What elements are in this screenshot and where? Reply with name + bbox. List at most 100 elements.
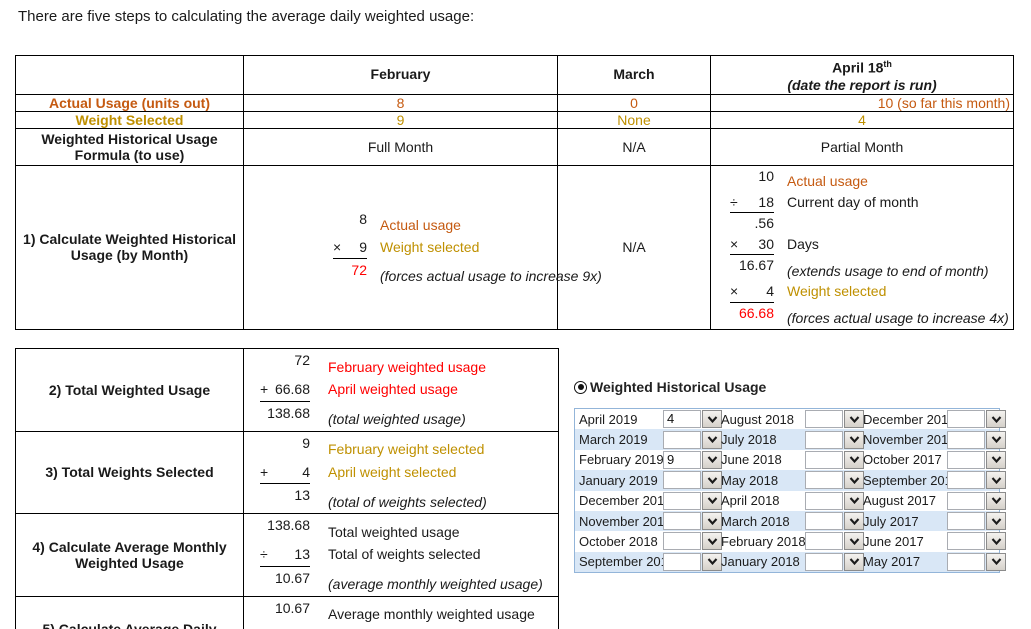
weight-dropdown-button[interactable] bbox=[702, 410, 722, 429]
weight-value-cell[interactable] bbox=[805, 450, 843, 469]
weight-dropdown-button[interactable] bbox=[986, 532, 1006, 551]
formula-number: .56 bbox=[730, 213, 774, 234]
month-cell: December 2017 bbox=[863, 411, 947, 427]
weight-dropdown-button[interactable] bbox=[702, 450, 722, 469]
formula-number: 10.67 bbox=[260, 597, 310, 620]
formula-line: 72 February weighted usage bbox=[260, 349, 555, 378]
chevron-down-icon bbox=[849, 497, 859, 505]
weight-dropdown-button[interactable] bbox=[844, 471, 864, 490]
weight-value-cell[interactable] bbox=[947, 512, 985, 531]
weight-dropdown-button[interactable] bbox=[986, 512, 1006, 531]
month-weight-group: October 2017 bbox=[859, 450, 1006, 470]
weight-dropdown-button[interactable] bbox=[702, 552, 722, 571]
weight-dropdown-button[interactable] bbox=[844, 450, 864, 469]
weight-value-cell[interactable] bbox=[947, 532, 985, 551]
weight-value-cell[interactable] bbox=[663, 491, 701, 510]
formula-number: +66.68 bbox=[260, 378, 310, 402]
month-weight-group: March 2019 bbox=[575, 429, 722, 449]
weight-dropdown-button[interactable] bbox=[844, 532, 864, 551]
weight-value-cell[interactable] bbox=[947, 491, 985, 510]
weight-value-cell[interactable] bbox=[663, 430, 701, 449]
formula-april: Partial Month bbox=[710, 127, 1014, 166]
weight-value-cell[interactable] bbox=[947, 471, 985, 490]
month-cell: February 2019 bbox=[579, 452, 663, 468]
step1-february-cell: 8 Actual usage × 9 Weight selected 72 (forces … bbox=[243, 164, 602, 330]
formula-line: 66.68 (forces actual usage to increase 4x… bbox=[730, 303, 1010, 329]
weight-dropdown-button[interactable] bbox=[844, 430, 864, 449]
weight-dropdown-button[interactable] bbox=[702, 512, 722, 531]
weight-value-cell[interactable] bbox=[805, 410, 843, 429]
chevron-down-icon bbox=[707, 436, 717, 444]
weight-value-cell[interactable] bbox=[663, 512, 701, 531]
weight-value-cell[interactable] bbox=[805, 512, 843, 531]
weight-value-cell[interactable] bbox=[805, 430, 843, 449]
weight-value-cell[interactable] bbox=[663, 532, 701, 551]
formula-value: 4 bbox=[302, 463, 310, 480]
weight-dropdown-button[interactable] bbox=[986, 471, 1006, 490]
formula-block: 138.68 Total weighted usage ÷ 13 Total of we… bbox=[247, 514, 555, 596]
formula-label: (total weighted usage) bbox=[328, 411, 466, 427]
formula-line: 16.67 (extends usage to end of month) bbox=[730, 255, 1010, 281]
chevron-down-icon bbox=[991, 436, 1001, 444]
weight-value-cell[interactable] bbox=[805, 532, 843, 551]
weight-dropdown-button[interactable] bbox=[702, 532, 722, 551]
weight-value-cell[interactable] bbox=[663, 471, 701, 490]
chevron-down-icon bbox=[849, 415, 859, 423]
formula-label: (extends usage to end of month) bbox=[787, 262, 989, 279]
chevron-down-icon bbox=[991, 477, 1001, 484]
weight-dropdown-button[interactable] bbox=[844, 410, 864, 429]
weight-dropdown-button[interactable] bbox=[986, 450, 1006, 469]
weight-value-cell[interactable]: 9 bbox=[663, 450, 701, 469]
formula-value: 30 bbox=[294, 626, 310, 629]
weight-dropdown-button[interactable] bbox=[986, 430, 1006, 449]
formula-line: .56 bbox=[730, 213, 1010, 234]
month-cell: October 2018 bbox=[579, 533, 658, 549]
formula-line: 8 Actual usage bbox=[333, 208, 554, 236]
formula-line: × 9 Weight selected bbox=[333, 236, 554, 259]
formula-label: Current day of month bbox=[787, 193, 919, 210]
step-formula-cell: 138.68 Total weighted usage ÷ 13 Total of we… bbox=[243, 513, 559, 597]
step-formula-cell: 10.67 Average monthly weighted usage ÷ 30 Da… bbox=[243, 595, 559, 629]
month-weight-group: August 2017 bbox=[859, 491, 1006, 511]
weight-value-cell[interactable] bbox=[947, 410, 985, 429]
weight-dropdown-button[interactable] bbox=[702, 491, 722, 510]
weight-dropdown-button[interactable] bbox=[702, 430, 722, 449]
formula-value: 8 bbox=[359, 210, 367, 227]
formula-operator: ÷ bbox=[260, 626, 268, 629]
radio-selected-dot bbox=[577, 384, 584, 390]
weight-value-cell[interactable] bbox=[947, 430, 985, 449]
month-weight-group: September 2017 bbox=[859, 470, 1006, 490]
weighted-historical-usage-radio[interactable] bbox=[574, 380, 587, 394]
weight-value-cell[interactable] bbox=[947, 450, 985, 469]
weight-dropdown-button[interactable] bbox=[702, 471, 722, 490]
formula-line: 10.67 Average monthly weighted usage bbox=[260, 597, 555, 626]
weight-dropdown-button[interactable] bbox=[844, 491, 864, 510]
month-weight-group: August 2018 bbox=[717, 409, 864, 429]
weight-dropdown-button[interactable] bbox=[844, 552, 864, 571]
month-cell: April 2018 bbox=[721, 493, 780, 509]
weight-value-cell[interactable] bbox=[805, 552, 843, 571]
formula-number: × 9 bbox=[333, 236, 367, 259]
weight-value-cell[interactable] bbox=[947, 552, 985, 571]
formula-value: 13 bbox=[294, 487, 310, 503]
weight-dropdown-button[interactable] bbox=[986, 410, 1006, 429]
weight-dropdown-button[interactable] bbox=[986, 491, 1006, 510]
formula-value: 72 bbox=[351, 261, 367, 278]
month-cell: June 2018 bbox=[721, 452, 782, 468]
formula-value: 66.68 bbox=[738, 304, 774, 321]
weight-dropdown-button[interactable] bbox=[986, 552, 1006, 571]
formula-number: 9 bbox=[260, 432, 310, 455]
formula-label: Total of weights selected bbox=[328, 546, 481, 562]
weight-value-cell[interactable] bbox=[805, 491, 843, 510]
formula-operator: × bbox=[730, 235, 739, 252]
formula-number: × 4 bbox=[730, 281, 774, 303]
formula-value: 13 bbox=[294, 546, 310, 562]
formula-label: Average monthly weighted usage bbox=[328, 606, 535, 622]
weight-dropdown-button[interactable] bbox=[844, 512, 864, 531]
weight-value-cell[interactable]: 4 bbox=[663, 410, 701, 429]
month-row: November 2018 March 2018 July 2017 bbox=[575, 510, 1006, 532]
weight-value-cell[interactable] bbox=[805, 471, 843, 490]
weight-value-cell[interactable] bbox=[663, 552, 701, 571]
formula-value: 10.67 bbox=[274, 569, 310, 586]
